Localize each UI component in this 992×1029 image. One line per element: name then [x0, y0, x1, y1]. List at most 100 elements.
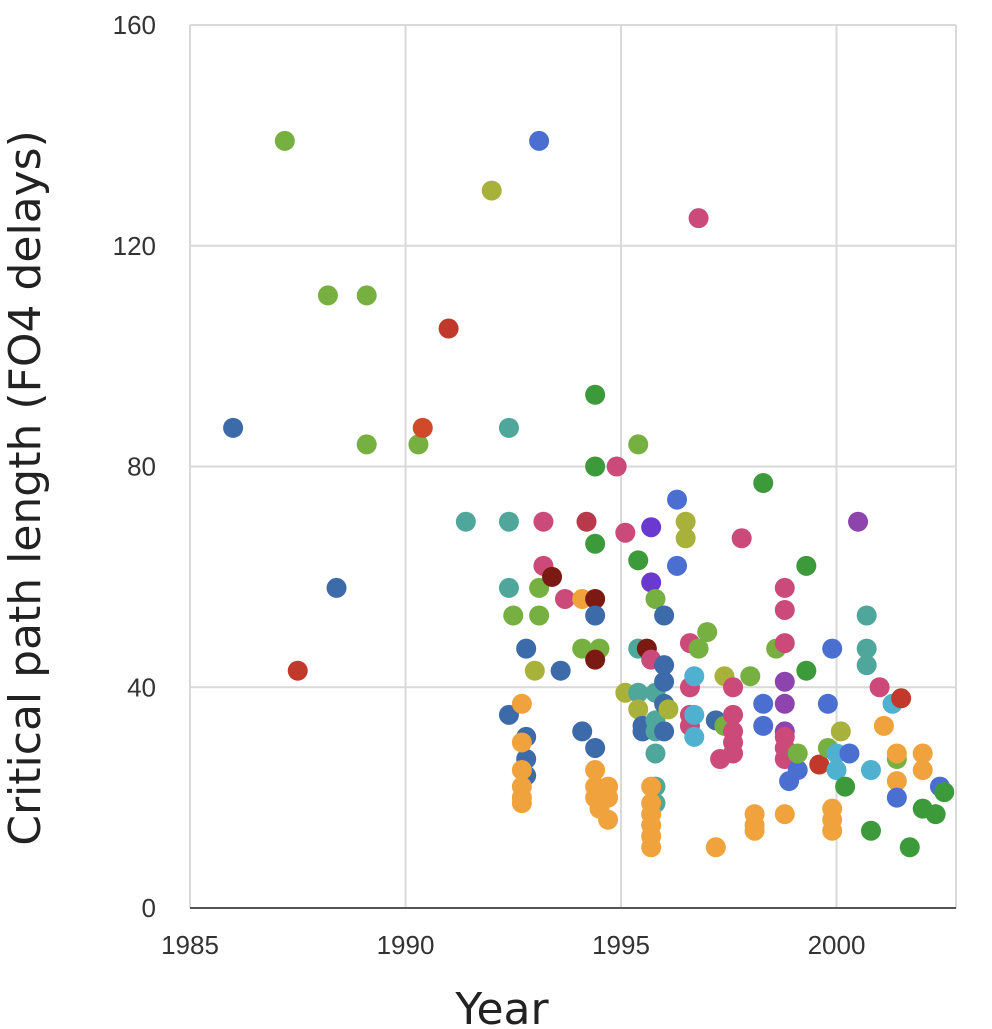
- x-tick-label: 1985: [161, 930, 219, 960]
- data-point: [809, 754, 830, 775]
- data-point: [912, 743, 933, 764]
- data-point: [667, 489, 688, 510]
- data-point: [688, 208, 709, 229]
- data-point: [554, 588, 575, 609]
- data-point: [585, 588, 606, 609]
- data-point: [585, 649, 606, 670]
- data-point: [615, 522, 636, 543]
- data-point: [606, 456, 627, 477]
- data-point: [705, 837, 726, 858]
- data-point: [856, 655, 877, 676]
- data-point: [645, 588, 666, 609]
- data-point: [658, 699, 679, 720]
- data-point: [860, 820, 881, 841]
- data-point: [787, 760, 808, 781]
- data-point: [688, 638, 709, 659]
- tick-labels: 0 40 80 120 160 1985 1990 1995 2000: [113, 10, 866, 960]
- data-point: [848, 511, 869, 532]
- data-point: [641, 572, 662, 593]
- data-point: [516, 638, 537, 659]
- data-point: [740, 666, 761, 687]
- data-point: [438, 318, 459, 339]
- data-point: [697, 622, 718, 643]
- data-point: [274, 130, 295, 151]
- data-point: [822, 820, 843, 841]
- data-point: [628, 699, 649, 720]
- data-point: [723, 704, 744, 725]
- data-point: [572, 721, 593, 742]
- data-point: [503, 605, 524, 626]
- data-point: [886, 743, 907, 764]
- data-point: [542, 566, 563, 587]
- data-point: [529, 130, 550, 151]
- data-point: [511, 732, 532, 753]
- data-point: [675, 511, 696, 532]
- data-point: [645, 743, 666, 764]
- data-point: [576, 511, 597, 532]
- data-point: [641, 517, 662, 538]
- data-point: [684, 666, 705, 687]
- data-point: [753, 473, 774, 494]
- data-point: [774, 671, 795, 692]
- data-point: [408, 434, 429, 455]
- y-tick-label: 40: [127, 672, 156, 702]
- data-point: [723, 743, 744, 764]
- data-point: [585, 605, 606, 626]
- data-point: [498, 417, 519, 438]
- data-point: [753, 715, 774, 736]
- data-point: [585, 737, 606, 758]
- data-point: [498, 577, 519, 598]
- data-point: [628, 434, 649, 455]
- data-point: [511, 693, 532, 714]
- x-tick-label: 2000: [808, 930, 866, 960]
- data-point: [585, 533, 606, 554]
- data-point: [533, 511, 554, 532]
- data-point: [774, 599, 795, 620]
- x-tick-label: 1995: [592, 930, 650, 960]
- data-point: [860, 760, 881, 781]
- data-point: [899, 837, 920, 858]
- data-point: [826, 760, 847, 781]
- data-point: [481, 180, 502, 201]
- data-point: [223, 417, 244, 438]
- data-point: [787, 743, 808, 764]
- y-axis-title: Critical path length (FO4 delays): [0, 130, 51, 846]
- data-point: [654, 655, 675, 676]
- data-point: [628, 682, 649, 703]
- data-point: [326, 577, 347, 598]
- x-tick-label: 1990: [377, 930, 435, 960]
- data-point: [774, 693, 795, 714]
- data-point: [753, 693, 774, 714]
- data-point: [641, 837, 662, 858]
- data-point: [529, 605, 550, 626]
- data-point: [731, 528, 752, 549]
- data-point: [598, 809, 619, 830]
- data-point: [287, 660, 308, 681]
- data-point: [317, 285, 338, 306]
- data-point: [796, 660, 817, 681]
- data-point: [654, 671, 675, 692]
- data-point: [830, 721, 851, 742]
- data-point: [628, 550, 649, 571]
- data-point: [934, 782, 955, 803]
- data-point: [925, 804, 946, 825]
- data-point: [684, 726, 705, 747]
- data-point: [839, 743, 860, 764]
- x-axis-title: Year: [454, 984, 549, 1029]
- data-point: [585, 456, 606, 477]
- y-tick-label: 160: [113, 10, 156, 40]
- y-tick-label: 120: [113, 231, 156, 261]
- data-point: [654, 605, 675, 626]
- data-point: [412, 417, 433, 438]
- data-point: [356, 434, 377, 455]
- data-point: [550, 660, 571, 681]
- data-point: [774, 633, 795, 654]
- data-point: [598, 787, 619, 808]
- data-point: [667, 555, 688, 576]
- data-point: [675, 528, 696, 549]
- data-point: [356, 285, 377, 306]
- data-point: [856, 605, 877, 626]
- data-point: [822, 638, 843, 659]
- data-point: [796, 555, 817, 576]
